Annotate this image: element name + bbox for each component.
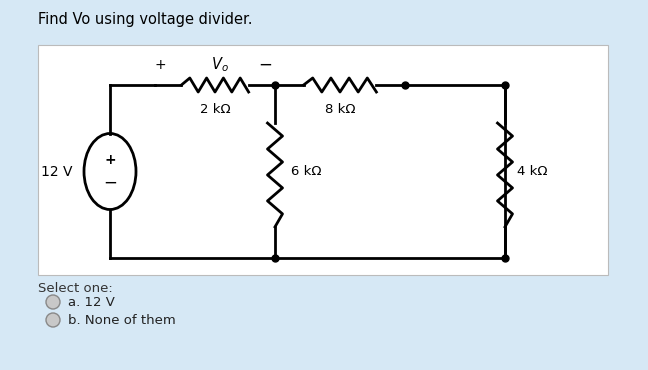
FancyBboxPatch shape — [38, 45, 608, 275]
Text: a. 12 V: a. 12 V — [68, 296, 115, 309]
Text: +: + — [104, 154, 116, 168]
Text: Find Vo using voltage divider.: Find Vo using voltage divider. — [38, 12, 253, 27]
Text: $V_o$: $V_o$ — [211, 56, 229, 74]
Text: 6 kΩ: 6 kΩ — [291, 165, 321, 178]
Text: b. None of them: b. None of them — [68, 313, 176, 326]
Text: 4 kΩ: 4 kΩ — [517, 165, 548, 178]
Text: −: − — [258, 56, 272, 74]
Text: 2 kΩ: 2 kΩ — [200, 103, 230, 116]
Circle shape — [46, 313, 60, 327]
Text: 8 kΩ: 8 kΩ — [325, 103, 355, 116]
Text: +: + — [154, 58, 166, 72]
Text: Select one:: Select one: — [38, 282, 113, 295]
Text: −: − — [103, 174, 117, 192]
Text: 12 V: 12 V — [41, 165, 72, 178]
Circle shape — [46, 295, 60, 309]
